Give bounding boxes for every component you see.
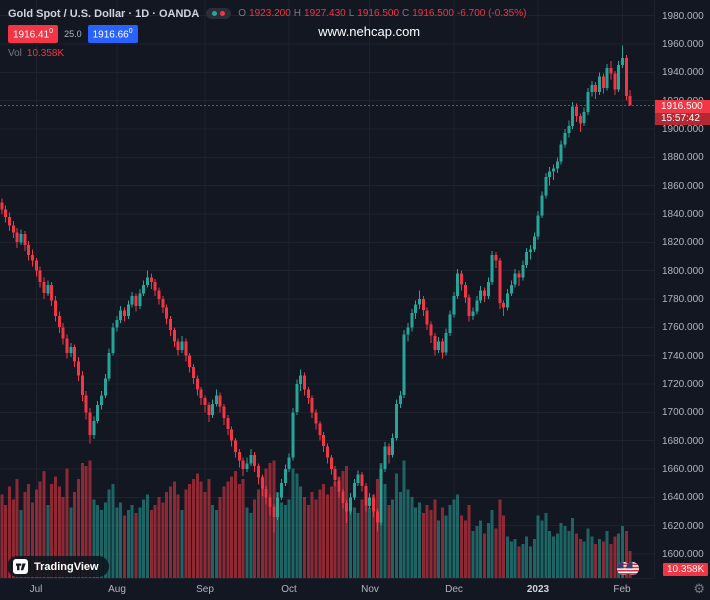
low-label: L (348, 8, 355, 19)
open-label: O (238, 8, 247, 19)
open-value: 1923.200 (249, 8, 291, 19)
price-tick-label: 1620.000 (662, 521, 704, 532)
price-tick-label: 1840.000 (662, 209, 704, 220)
last-price-value: 1916.500 (655, 100, 710, 113)
price-tick-label: 1720.000 (662, 379, 704, 390)
time-tick-label: 2023 (526, 584, 550, 595)
last-price-tag: 1916.500 15:57:42 (655, 100, 710, 125)
sell-button[interactable]: 1916.410 (8, 25, 59, 44)
status-indicators[interactable] (206, 8, 232, 19)
price-tick-label: 1820.000 (662, 237, 704, 248)
ohlc-readout: O 1923.200 H 1927.430 L 1916.500 C 1916.500 … (238, 8, 526, 19)
volume-label: Vol (8, 48, 22, 60)
price-tick-label: 1900.000 (662, 124, 704, 135)
price-tick-label: 1860.000 (662, 181, 704, 192)
time-tick-label: Sep (196, 584, 214, 595)
price-tick-label: 1760.000 (662, 322, 704, 333)
watermark-text: www.nehcap.com (318, 24, 421, 39)
close-label: C (402, 8, 410, 19)
tradingview-icon (13, 559, 28, 574)
price-tick-label: 1940.000 (662, 67, 704, 78)
tradingview-logo[interactable]: TradingView (7, 556, 109, 577)
time-tick-label: Nov (361, 584, 379, 595)
price-tick-label: 1700.000 (662, 407, 704, 418)
time-tick-label: Jul (29, 584, 43, 595)
price-tick-label: 1640.000 (662, 492, 704, 503)
time-tick-label: Dec (445, 584, 463, 595)
buy-button[interactable]: 1916.660 (87, 25, 138, 44)
price-tick-label: 1740.000 (662, 351, 704, 362)
time-tick-label: Aug (108, 584, 126, 595)
high-value: 1927.430 (304, 8, 346, 19)
price-tick-label: 1600.000 (662, 549, 704, 560)
price-tick-label: 1780.000 (662, 294, 704, 305)
time-scale[interactable]: Jul Aug Sep Oct Nov Dec 2023 Feb (0, 578, 655, 600)
low-value: 1916.500 (357, 8, 400, 19)
us-flag-icon (626, 562, 639, 575)
symbol-title[interactable]: Gold Spot / U.S. Dollar · 1D · OANDA (8, 7, 200, 20)
chart-legend: Gold Spot / U.S. Dollar · 1D · OANDA O 19… (8, 6, 526, 59)
price-tick-label: 1800.000 (662, 266, 704, 277)
candlestick-chart[interactable] (0, 0, 655, 578)
volume-value-badge: 10.358K (663, 563, 709, 576)
settings-gear-icon[interactable]: ⚙ (693, 581, 705, 596)
price-tick-label: 1980.000 (662, 11, 704, 22)
price-tick-label: 1880.000 (662, 152, 704, 163)
market-open-dot (212, 11, 218, 16)
event-flags[interactable] (617, 562, 639, 575)
price-scale[interactable]: 1916.500 15:57:42 10.358K 1980.000 1960.0… (654, 0, 710, 578)
price-tick-label: 1680.000 (662, 436, 704, 447)
high-label: H (293, 8, 302, 19)
time-tick-label: Feb (613, 584, 631, 595)
bar-close-countdown: 15:57:42 (655, 113, 710, 125)
close-value: 1916.500 (412, 8, 454, 19)
alert-dot (220, 11, 226, 16)
tradingview-logo-label: TradingView (34, 560, 99, 573)
spread-value: 25.0 (64, 29, 82, 40)
price-tick-label: 1960.000 (662, 39, 704, 50)
us-flag-icon (617, 562, 630, 575)
price-tick-label: 1660.000 (662, 464, 704, 475)
change-value: -6.700 (-0.35%) (456, 8, 527, 19)
volume-value: 10.358K (26, 48, 65, 60)
time-tick-label: Oct (281, 584, 297, 595)
